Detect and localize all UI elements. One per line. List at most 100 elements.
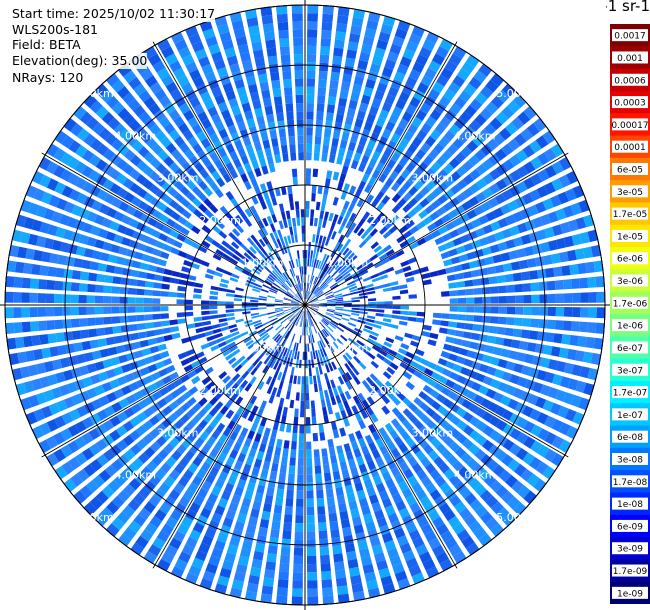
ray-cell	[234, 113, 244, 124]
ray-cell	[272, 282, 281, 289]
ray-cell	[224, 552, 236, 563]
ray-cell	[392, 563, 405, 575]
ray-cell	[273, 248, 280, 258]
ray-cell	[257, 249, 265, 258]
ray-cell	[478, 468, 491, 482]
ray-cell	[88, 272, 98, 282]
ray-cell	[497, 316, 507, 325]
ray-cell	[382, 15, 396, 27]
ray-cell	[382, 322, 391, 327]
ray-cell	[285, 348, 291, 358]
ray-cell	[335, 394, 342, 404]
ray-cell	[225, 353, 234, 361]
ray-cell	[97, 228, 109, 239]
ray-cell	[501, 143, 514, 156]
ray-cell	[260, 400, 267, 410]
ray-cell	[306, 78, 316, 87]
ray-cell	[302, 290, 305, 300]
ray-cell	[312, 432, 319, 442]
ray-cell	[162, 327, 172, 334]
ray-cell	[100, 89, 114, 103]
ray-cell	[181, 209, 192, 219]
ray-cell	[452, 217, 463, 227]
ray-cell	[295, 506, 304, 516]
ray-cell	[133, 83, 147, 96]
ray-cell	[386, 440, 397, 451]
ray-cell	[326, 325, 334, 333]
ray-cell	[331, 138, 339, 148]
ray-cell	[252, 500, 262, 511]
ray-cell	[343, 273, 351, 280]
ray-cell	[425, 419, 436, 430]
ray-cell	[290, 324, 295, 333]
ray-cell	[318, 218, 323, 228]
ray-cell	[337, 376, 345, 385]
colorbar-tick-label: 6e-05	[617, 166, 643, 176]
ray-cell	[402, 230, 413, 239]
ray-cell	[292, 580, 303, 589]
ray-cell	[505, 239, 516, 249]
ray-cell	[366, 287, 375, 292]
ray-cell	[358, 292, 368, 296]
ray-cell	[294, 408, 299, 417]
ray-cell	[330, 284, 339, 290]
ray-cell	[295, 275, 300, 284]
ray-cell	[5, 322, 15, 334]
ray-cell	[116, 173, 128, 185]
ray-cell	[296, 490, 304, 499]
ray-cell	[312, 234, 316, 243]
ray-cell	[309, 217, 314, 226]
ray-cell	[485, 211, 497, 222]
ray-cell	[585, 336, 595, 349]
ray-cell	[289, 226, 294, 236]
ray-cell	[395, 424, 406, 435]
ray-cell	[283, 522, 292, 532]
ray-cell	[300, 274, 303, 283]
ray-cell	[136, 411, 148, 423]
ray-cell	[240, 243, 249, 252]
ray-cell	[348, 433, 356, 443]
ray-cell	[440, 320, 449, 327]
ray-cell	[267, 545, 278, 555]
ray-cell	[306, 168, 312, 177]
ray-cell	[510, 339, 521, 349]
ray-cell	[266, 553, 277, 563]
ray-cell	[293, 342, 297, 351]
ray-cell	[343, 302, 352, 305]
ray-cell	[279, 464, 287, 474]
ray-cell	[280, 273, 287, 282]
ray-cell	[315, 127, 323, 137]
ray-cell	[204, 527, 217, 539]
ray-cell	[335, 113, 344, 124]
ray-cell	[189, 529, 202, 541]
ray-cell	[463, 125, 476, 138]
ray-cell	[325, 312, 334, 316]
ray-cell	[150, 402, 161, 413]
ray-cell	[352, 330, 362, 337]
ray-cell	[463, 472, 476, 485]
ray-cell	[486, 138, 499, 151]
ray-cell	[480, 86, 494, 99]
ray-cell	[445, 379, 456, 389]
ray-cell	[186, 180, 197, 191]
ray-cell	[118, 201, 130, 212]
ray-cell	[305, 351, 308, 360]
ray-cell	[299, 318, 302, 327]
ray-cell	[463, 358, 474, 368]
ray-cell	[254, 492, 264, 503]
colorbar-tick-label: 0.0003	[614, 99, 646, 109]
ray-cell	[462, 438, 474, 450]
ray-cell	[307, 21, 318, 30]
ray-cell	[386, 390, 396, 400]
ray-cell	[98, 469, 111, 483]
ray-cell	[502, 83, 516, 97]
ray-cell	[181, 82, 194, 94]
ray-cell	[353, 448, 362, 458]
ray-cell	[162, 405, 173, 416]
ray-cell	[219, 283, 228, 288]
ray-cell	[345, 326, 354, 333]
ray-cell	[293, 54, 304, 63]
ray-cell	[497, 381, 509, 393]
ray-cell	[214, 271, 223, 278]
ray-cell	[333, 553, 344, 563]
